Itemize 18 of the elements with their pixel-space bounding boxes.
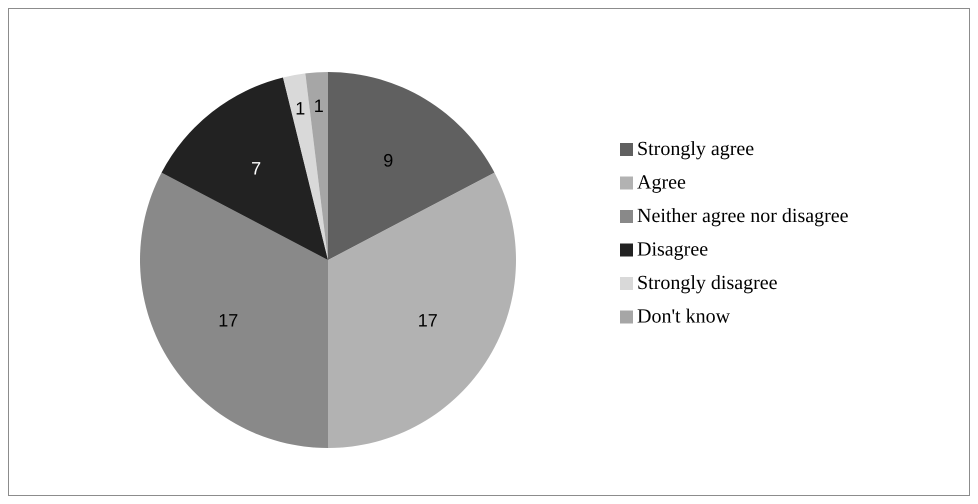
pie-slice — [305, 72, 328, 260]
data-label: 9 — [383, 150, 394, 170]
data-label: 7 — [251, 158, 262, 178]
data-label: 17 — [418, 310, 438, 330]
pie-slice — [162, 77, 328, 260]
pie-slice — [283, 73, 328, 260]
pie-slice — [328, 172, 516, 448]
data-label: 17 — [218, 310, 238, 330]
pie-slice — [328, 72, 494, 260]
data-label: 1 — [295, 98, 306, 118]
legend-label: Strongly agree — [637, 138, 754, 160]
legend-label: Disagree — [637, 238, 708, 260]
legend-label: Don't know — [637, 306, 731, 328]
legend-label: Neither agree nor disagree — [637, 205, 849, 227]
pie-slice — [140, 172, 328, 448]
legend-label: Strongly disagree — [637, 272, 778, 294]
legend-label: Agree — [637, 172, 686, 194]
data-label: 1 — [314, 96, 324, 116]
